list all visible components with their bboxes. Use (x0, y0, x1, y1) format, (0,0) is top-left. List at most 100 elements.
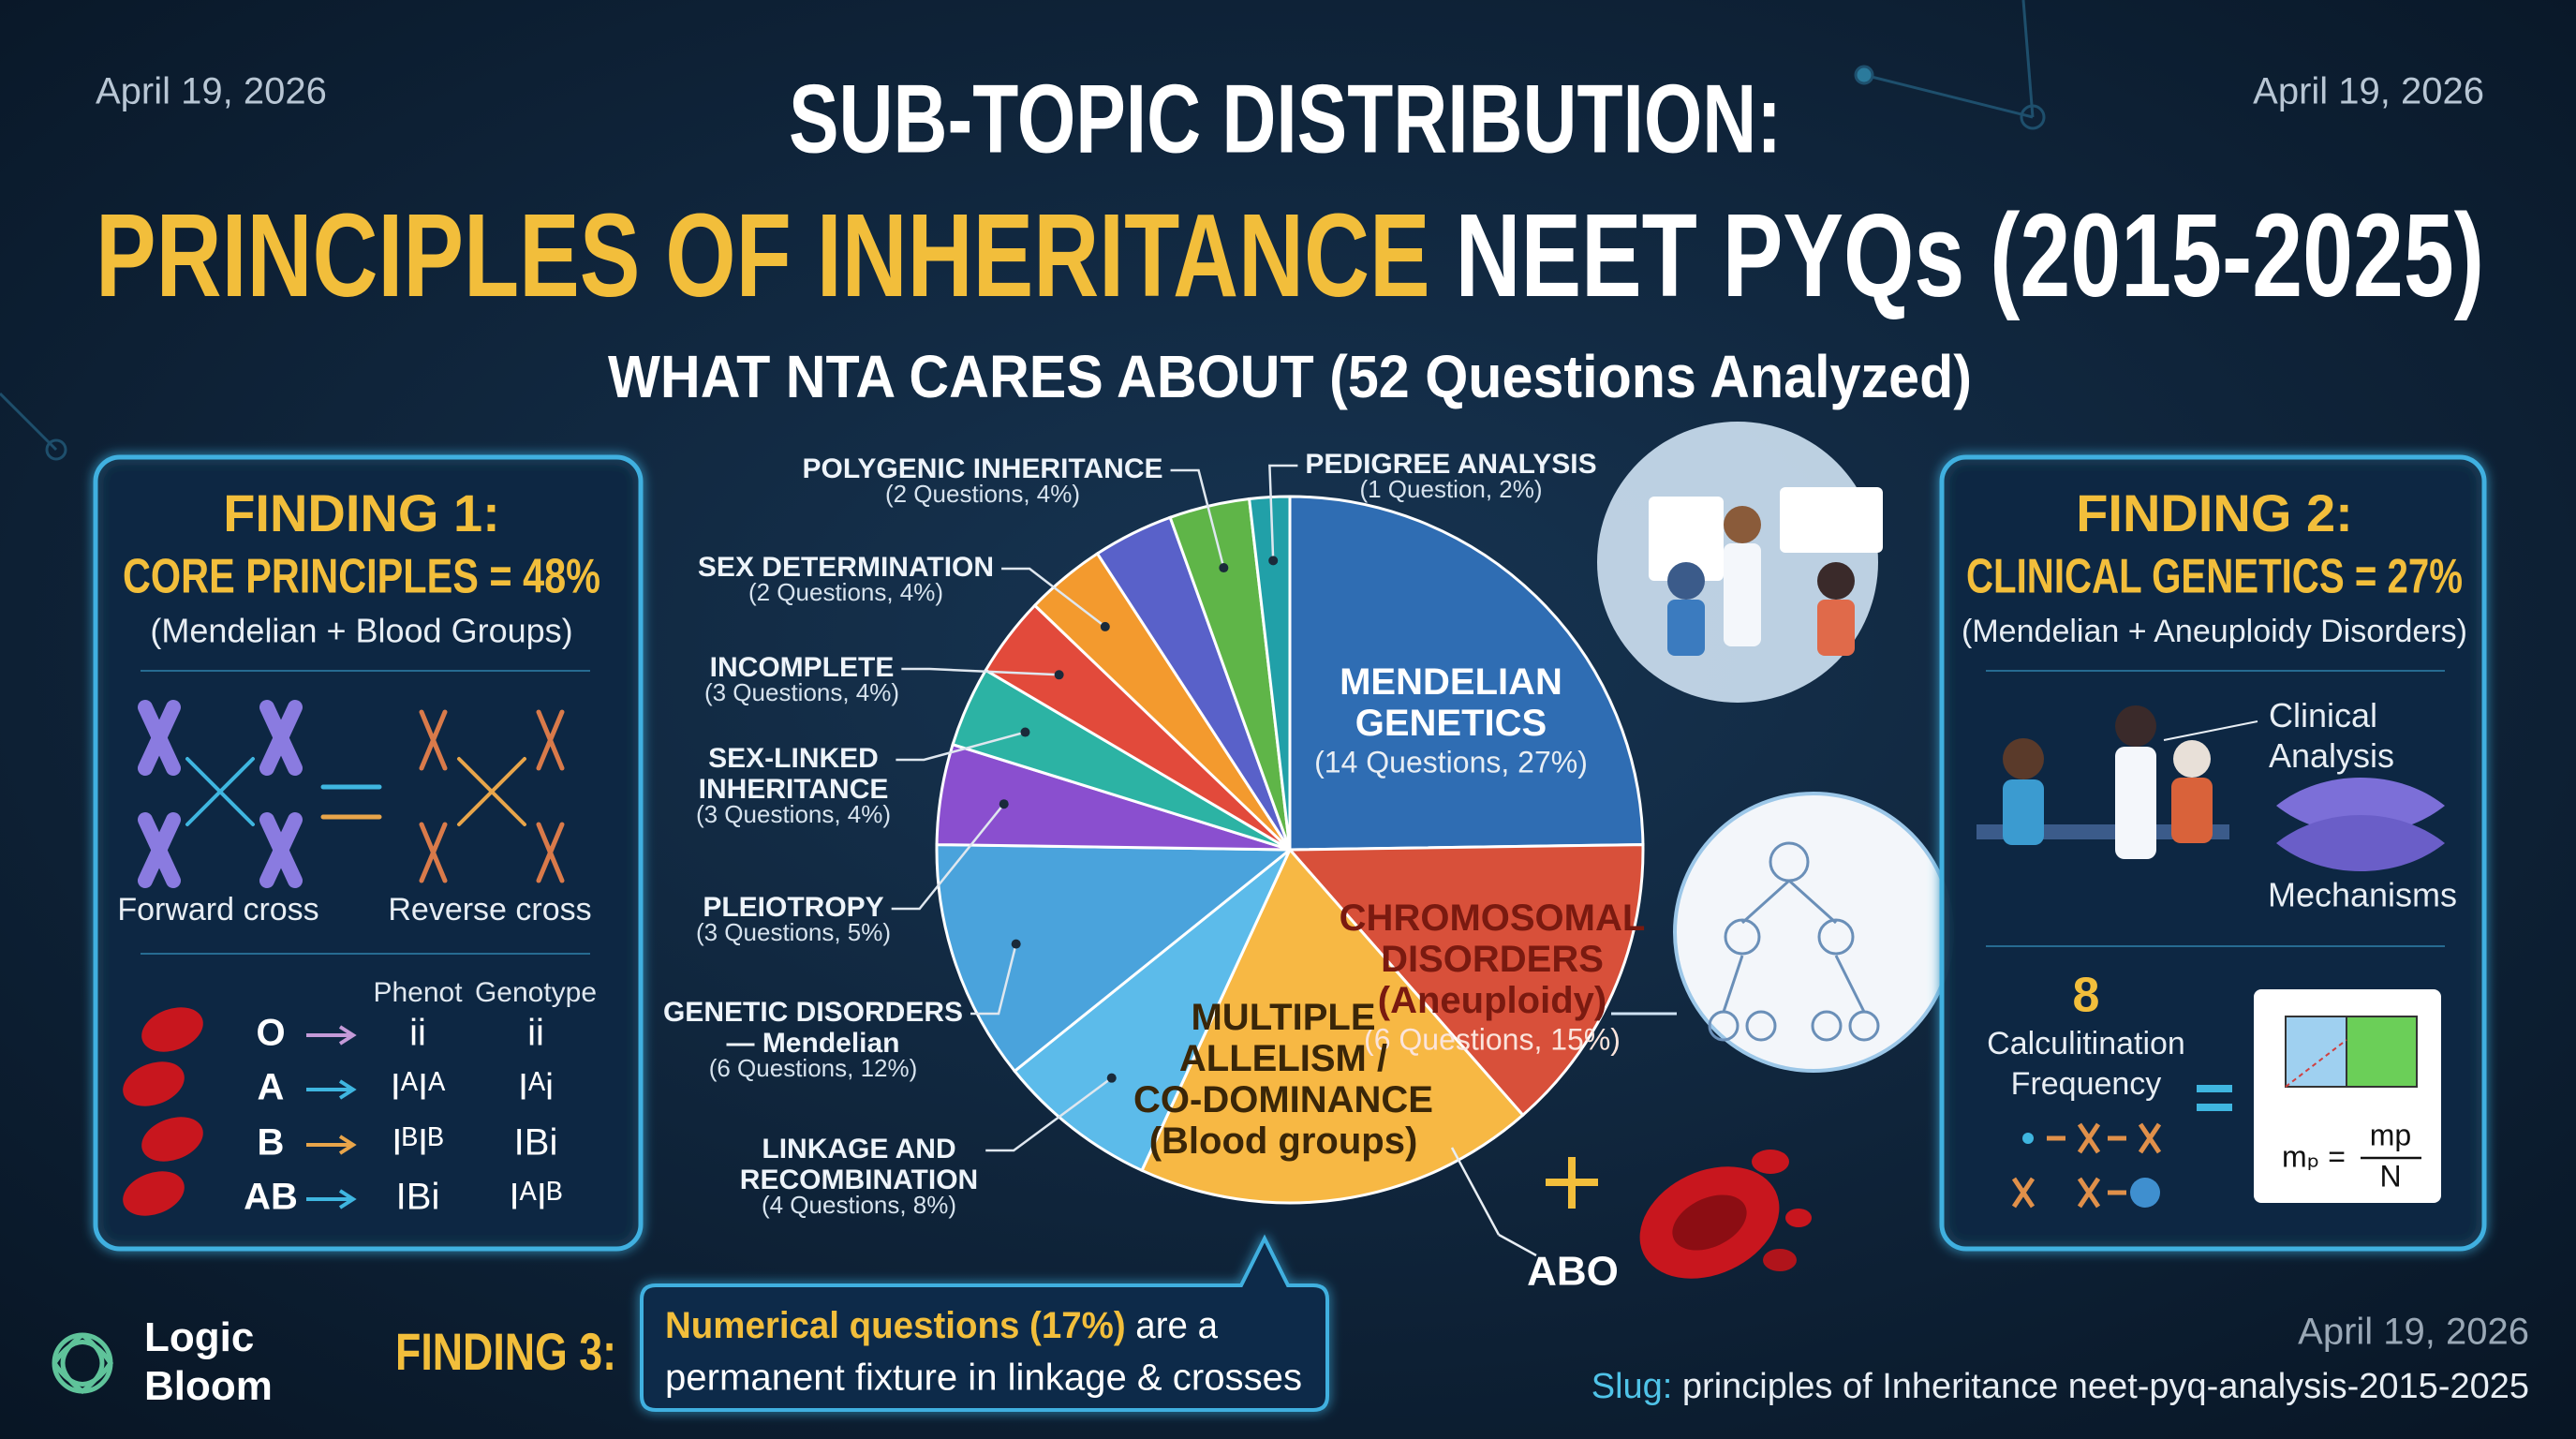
slice-value-label: (3 Questions, 4%) (696, 800, 891, 828)
slice-label: LINKAGE AND RECOMBINATION (740, 1134, 978, 1195)
leader-line (985, 1076, 1113, 1152)
pie-slice (1286, 843, 1645, 1118)
cross-label: Forward cross (117, 892, 318, 927)
blood-group: O (256, 1013, 285, 1054)
leader-line (1001, 567, 1106, 628)
blood-cell (123, 1061, 185, 1106)
pie-chart (935, 495, 1645, 1205)
slice-value-label: (3 Questions, 5%) (696, 918, 891, 946)
genotype: IBi (514, 1122, 558, 1164)
callout (640, 1234, 1329, 1412)
blood-group: AB (244, 1177, 298, 1218)
slice-value-label: (3 Questions, 4%) (704, 678, 899, 706)
leader-line (1268, 464, 1298, 561)
slice-label: INCOMPLETE (710, 652, 895, 683)
arrow (306, 1025, 357, 1046)
blood-cell (123, 1171, 185, 1216)
slice-value-label: (6 Questions, 15%) (1364, 1022, 1621, 1056)
blood-group: B (258, 1122, 285, 1164)
finding-heading: FINDING 1: (223, 483, 500, 542)
decor-network (0, 0, 2046, 461)
brand: Logic Bloom (144, 1314, 273, 1409)
slice-value-label: (1 Question, 2%) (1359, 475, 1542, 503)
leader-dot (1219, 563, 1229, 573)
blood-cell (141, 1007, 203, 1052)
leader-dot (1106, 1073, 1117, 1083)
date: April 19, 2026 (96, 71, 327, 112)
slice-value-label: (2 Questions, 4%) (885, 480, 1080, 508)
formula-numerator: mp (2370, 1118, 2411, 1151)
leader-line (901, 667, 1059, 676)
column-header: Phenot (373, 977, 463, 1008)
formula-denominator: N (2379, 1159, 2401, 1193)
finding-heading: FINDING 3: (395, 1322, 616, 1381)
slug-label: Slug: (1591, 1367, 1673, 1406)
leader-line (1170, 468, 1225, 569)
pie-slice (1140, 847, 1525, 1205)
leader-dot (999, 799, 1009, 809)
formula-lhs: mₚ = (2282, 1139, 2346, 1173)
pedigree-illustration (1708, 841, 1880, 1042)
slice-label: CHROMOSOMAL DISORDERS (Aneuploidy) (1340, 898, 1646, 1021)
clinic-illustration (1976, 705, 2445, 871)
phenotype: ii (409, 1013, 426, 1054)
leader-line (970, 943, 1017, 1016)
genotype: IᴬIᴮ (510, 1177, 563, 1218)
leader-dot (1054, 670, 1064, 680)
column-header: Genotype (475, 977, 597, 1008)
title: PRINCIPLES OF INHERITANCE NEET PYQs (201… (96, 189, 2484, 321)
logo (52, 1332, 114, 1395)
arrow (306, 1189, 357, 1209)
slice-value-label: (4 Questions, 8%) (762, 1191, 956, 1219)
count: 8 (2073, 969, 2100, 1023)
finding-headline: CORE PRINCIPLES = 48% (123, 550, 600, 604)
slice-label: SEX DETERMINATION (698, 552, 994, 583)
slug-text: principles of Inheritance neet-pyq-analy… (1672, 1367, 2529, 1406)
title: SUB-TOPIC DISTRIBUTION: (789, 65, 1782, 173)
slice-label: PLEIOTROPY (703, 892, 883, 923)
count-label: Calculitination Frequency (1987, 1026, 2185, 1102)
pie-slice (1288, 495, 1645, 852)
date: April 19, 2026 (2253, 71, 2484, 112)
callout-text: permanent fixture in linkage & crosses (665, 1357, 1302, 1399)
formula-diagram (2285, 1016, 2418, 1088)
date: April 19, 2026 (2298, 1312, 2529, 1353)
connector (1450, 1147, 1501, 1236)
callout-text: Numerical questions (17%) are a (665, 1305, 1219, 1346)
panel (93, 454, 644, 1252)
cross-illustration (138, 700, 565, 888)
slice-value-label: (14 Questions, 27%) (1314, 745, 1588, 779)
slice-label: SEX-LINKED INHERITANCE (699, 743, 889, 805)
finding-headline: CLINICAL GENETICS = 27% (1966, 550, 2463, 604)
finding-note: (Mendelian + Aneuploidy Disorders) (1962, 614, 2467, 649)
title-rest: NEET PYQs (2015-2025) (1430, 189, 2484, 321)
callout-text: are a (1126, 1305, 1219, 1346)
leader-dot (1268, 556, 1279, 566)
leader-dot (1100, 621, 1110, 631)
slug: Slug: principles of Inheritance neet-pyq… (1591, 1367, 2529, 1406)
title-highlight: PRINCIPLES OF INHERITANCE (96, 189, 1430, 321)
connector (1498, 1233, 1537, 1257)
genotype: ii (527, 1013, 544, 1054)
slice-label: MENDELIAN GENETICS (1340, 661, 1562, 744)
illustration-label: Clinical Analysis (2269, 696, 2394, 775)
cross-label: Reverse cross (388, 892, 591, 927)
slice-label: MULTIPLE ALLELISM / CO-DOMINANCE (Blood gro… (1133, 997, 1433, 1162)
leader-dot (1011, 939, 1021, 949)
phenotype: IᴬIᴬ (391, 1067, 446, 1108)
leader-line (896, 731, 1026, 762)
blood-cell-illustration (1546, 1150, 1812, 1279)
slice-label: GENETIC DISORDERS — Mendelian (663, 997, 963, 1059)
subtitle: WHAT NTA CARES ABOUT (52 Questions Analy… (608, 343, 1972, 410)
illustration-label: Mechanisms (2268, 876, 2457, 914)
pie-slice (1247, 495, 1292, 851)
slice-label: PEDIGREE ANALYSIS (1305, 449, 1596, 480)
clinic-illustration (1649, 487, 1883, 656)
arrow (306, 1135, 357, 1155)
leader-dot (1020, 727, 1030, 737)
blood-label: ABO (1527, 1249, 1619, 1295)
finding-heading: FINDING 2: (2076, 483, 2353, 542)
slice-label: POLYGENIC INHERITANCE (802, 453, 1162, 484)
genotype: Iᴬi (518, 1067, 554, 1108)
